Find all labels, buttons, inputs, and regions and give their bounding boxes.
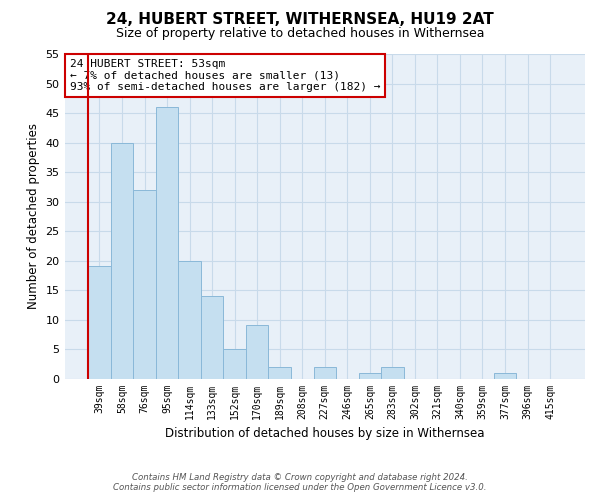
Bar [133,190,156,378]
Bar [223,349,246,378]
Bar [111,142,133,378]
X-axis label: Distribution of detached houses by size in Withernsea: Distribution of detached houses by size … [165,427,485,440]
Text: Contains HM Land Registry data © Crown copyright and database right 2024.
Contai: Contains HM Land Registry data © Crown c… [113,473,487,492]
Y-axis label: Number of detached properties: Number of detached properties [27,124,40,310]
Text: 24, HUBERT STREET, WITHERNSEA, HU19 2AT: 24, HUBERT STREET, WITHERNSEA, HU19 2AT [106,12,494,28]
Bar [268,367,291,378]
Bar [88,266,111,378]
Bar [314,367,336,378]
Bar [201,296,223,378]
Bar [381,367,404,378]
Bar [494,372,516,378]
Bar [246,326,268,378]
Bar [359,372,381,378]
Text: 24 HUBERT STREET: 53sqm
← 7% of detached houses are smaller (13)
93% of semi-det: 24 HUBERT STREET: 53sqm ← 7% of detached… [70,59,380,92]
Bar [178,260,201,378]
Bar [156,107,178,378]
Text: Size of property relative to detached houses in Withernsea: Size of property relative to detached ho… [116,28,484,40]
